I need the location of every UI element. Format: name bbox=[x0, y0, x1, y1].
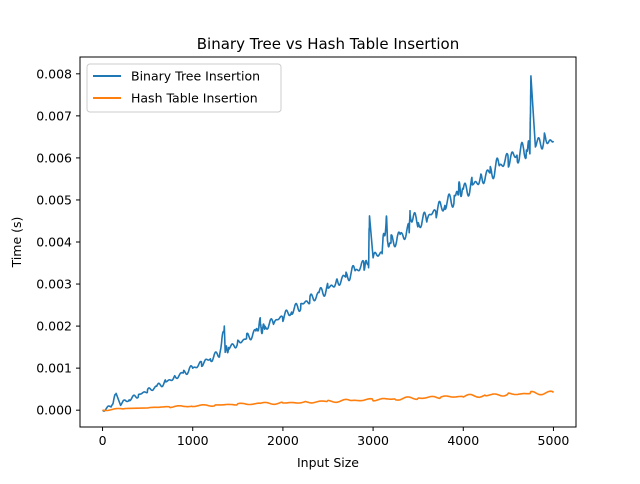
y-axis-ticks: 0.000 0.001 0.002 0.003 0.004 0.005 0.006 0.007… bbox=[36, 66, 80, 418]
y-tick-label: 0.005 bbox=[36, 192, 72, 207]
legend: Binary Tree Insertion Hash Table Inserti… bbox=[86, 63, 282, 113]
x-tick-label: 2000 bbox=[267, 433, 299, 448]
y-tick-label: 0.007 bbox=[36, 108, 72, 123]
x-tick-label: 3000 bbox=[357, 433, 389, 448]
x-axis-label: Input Size bbox=[297, 455, 359, 470]
y-axis-label: Time (s) bbox=[9, 217, 24, 269]
x-tick-label: 4000 bbox=[447, 433, 479, 448]
legend-label-binary-tree: Binary Tree Insertion bbox=[131, 69, 260, 84]
y-tick-label: 0.006 bbox=[36, 150, 72, 165]
y-tick-label: 0.003 bbox=[36, 277, 72, 292]
series-line-binary-tree bbox=[102, 75, 555, 412]
legend-label-hash-table: Hash Table Insertion bbox=[131, 91, 258, 106]
series-line-hash-table bbox=[102, 390, 555, 412]
chart-title: Binary Tree vs Hash Table Insertion bbox=[197, 35, 459, 53]
x-tick-label: 5000 bbox=[538, 433, 570, 448]
series-layer bbox=[102, 75, 555, 412]
y-tick-label: 0.000 bbox=[36, 403, 72, 418]
x-axis-ticks: 0 1000 2000 3000 4000 5000 bbox=[99, 427, 570, 448]
y-tick-label: 0.001 bbox=[36, 361, 72, 376]
y-tick-label: 0.008 bbox=[36, 66, 72, 81]
legend-box bbox=[86, 63, 282, 113]
y-tick-label: 0.002 bbox=[36, 319, 72, 334]
y-tick-label: 0.004 bbox=[36, 235, 72, 250]
x-tick-label: 1000 bbox=[177, 433, 209, 448]
x-tick-label: 0 bbox=[99, 433, 107, 448]
